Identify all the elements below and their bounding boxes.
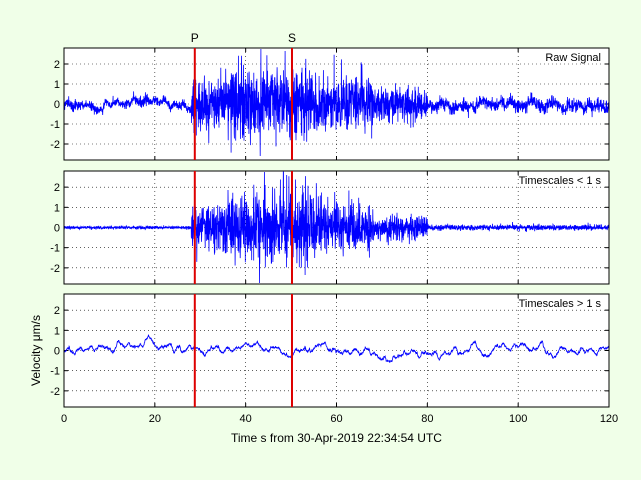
- axes-frame: [63, 47, 610, 161]
- axes-frame: [63, 293, 610, 408]
- y-tick-label: 2: [54, 182, 60, 194]
- panel-2: 2 1 0 -1 -2 Timescales < 1 s: [50, 170, 610, 285]
- y-tick-label: 1: [54, 325, 60, 337]
- x-tick-label: 60: [330, 413, 342, 425]
- y-tick-label: -1: [50, 119, 60, 131]
- y-tick-label: 1: [54, 79, 60, 91]
- x-tick-label: 20: [149, 413, 161, 425]
- y-tick-label: -2: [50, 263, 60, 275]
- y-tick-label: -2: [50, 139, 60, 151]
- panel-title: Raw Signal: [545, 52, 601, 64]
- y-tick-label: -1: [50, 243, 60, 255]
- phase-marker-label: P: [191, 31, 199, 45]
- y-tick-label: 0: [54, 223, 60, 235]
- x-axis-label: Time s from 30-Apr-2019 22:34:54 UTC: [231, 431, 442, 445]
- panels-layer: 2 1 0 -1 -2 Raw Signal 2 1 0 -1 -2 Timescales < 1 s…: [50, 47, 618, 425]
- y-tick-label: 2: [54, 305, 60, 317]
- y-tick-label: -1: [50, 366, 60, 378]
- signal-trace: [63, 48, 610, 157]
- signal-trace: [63, 334, 610, 364]
- panel-1: 2 1 0 -1 -2 Raw Signal: [50, 47, 610, 161]
- y-tick-label: 0: [54, 346, 60, 358]
- y-tick-label: 2: [54, 59, 60, 71]
- x-tick-label: 0: [61, 413, 67, 425]
- labels-layer: Time s from 30-Apr-2019 22:34:54 UTC Vel…: [29, 315, 442, 445]
- signal-trace: [63, 171, 610, 284]
- x-tick-label: 80: [421, 413, 433, 425]
- y-tick-label: -2: [50, 386, 60, 398]
- panel-title: Timescales < 1 s: [519, 175, 602, 187]
- x-tick-label: 120: [600, 413, 618, 425]
- axes-frame: [63, 170, 610, 285]
- y-tick-label: 1: [54, 202, 60, 214]
- y-axis-label: Velocity μm/s: [29, 315, 43, 386]
- phase-marker-label: S: [288, 31, 296, 45]
- panel-title: Timescales > 1 s: [519, 298, 602, 310]
- y-tick-label: 0: [54, 99, 60, 111]
- x-tick-label: 100: [509, 413, 527, 425]
- panel-3: 0 20 40 60 80 100 120 2 1 0 -1 -2 Timescales > 1 s: [50, 293, 618, 425]
- x-tick-label: 40: [240, 413, 252, 425]
